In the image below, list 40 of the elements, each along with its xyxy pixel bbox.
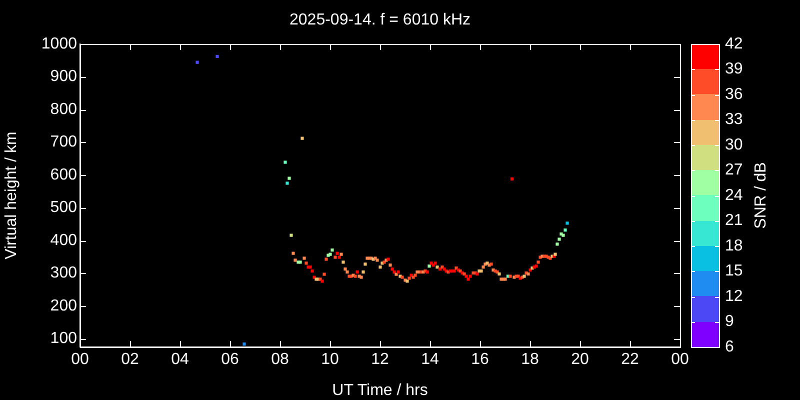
x-tick-label: 16: [471, 351, 489, 368]
y-tick-label: 400: [50, 232, 78, 249]
x-tick-label: 20: [571, 351, 589, 368]
y-tick-label: 1000: [41, 35, 78, 52]
x-tick-label: 00: [71, 351, 89, 368]
x-axis-title: UT Time / hrs: [332, 382, 428, 399]
color-bar-label: 36: [725, 86, 743, 103]
color-bar-label: 21: [725, 212, 743, 230]
x-tick-label: 22: [621, 351, 639, 368]
x-tick-label: 08: [271, 351, 289, 368]
x-tick-label: 06: [221, 351, 239, 368]
color-bar-label: 9: [725, 313, 734, 330]
color-bar-label: 27: [725, 162, 743, 179]
y-tick-label: 900: [50, 68, 78, 86]
x-tick-label: 02: [121, 351, 139, 368]
color-bar-title: SNR / dB: [752, 162, 770, 229]
color-bar-label: 30: [725, 136, 743, 154]
color-bar-label: 39: [725, 60, 743, 78]
y-tick-label: 800: [50, 100, 78, 118]
color-bar-label: 33: [725, 111, 743, 128]
y-tick-label: 300: [50, 264, 78, 282]
x-tick-label: 00: [671, 351, 689, 368]
color-bar-label: 12: [725, 288, 743, 305]
color-bar-label: 24: [725, 186, 743, 204]
chart-title: 2025-09-14. f = 6010 kHz: [289, 11, 471, 28]
x-tick-label: 14: [421, 351, 439, 368]
x-tick-label: 04: [171, 351, 189, 368]
y-axis-title: Virtual height / km: [3, 132, 20, 260]
color-bar-label: 18: [725, 237, 743, 254]
color-bar-label: 15: [725, 262, 743, 280]
x-tick-label: 12: [371, 351, 389, 368]
x-tick-label: 18: [521, 351, 539, 368]
y-tick-label: 100: [50, 330, 78, 348]
y-tick-label: 200: [50, 297, 78, 314]
y-tick-label: 600: [50, 166, 78, 184]
color-bar-label: 42: [725, 35, 743, 52]
y-tick-label: 500: [50, 199, 78, 216]
y-tick-label: 700: [50, 134, 78, 151]
color-bar-label: 6: [725, 338, 734, 356]
x-tick-label: 10: [321, 351, 339, 368]
